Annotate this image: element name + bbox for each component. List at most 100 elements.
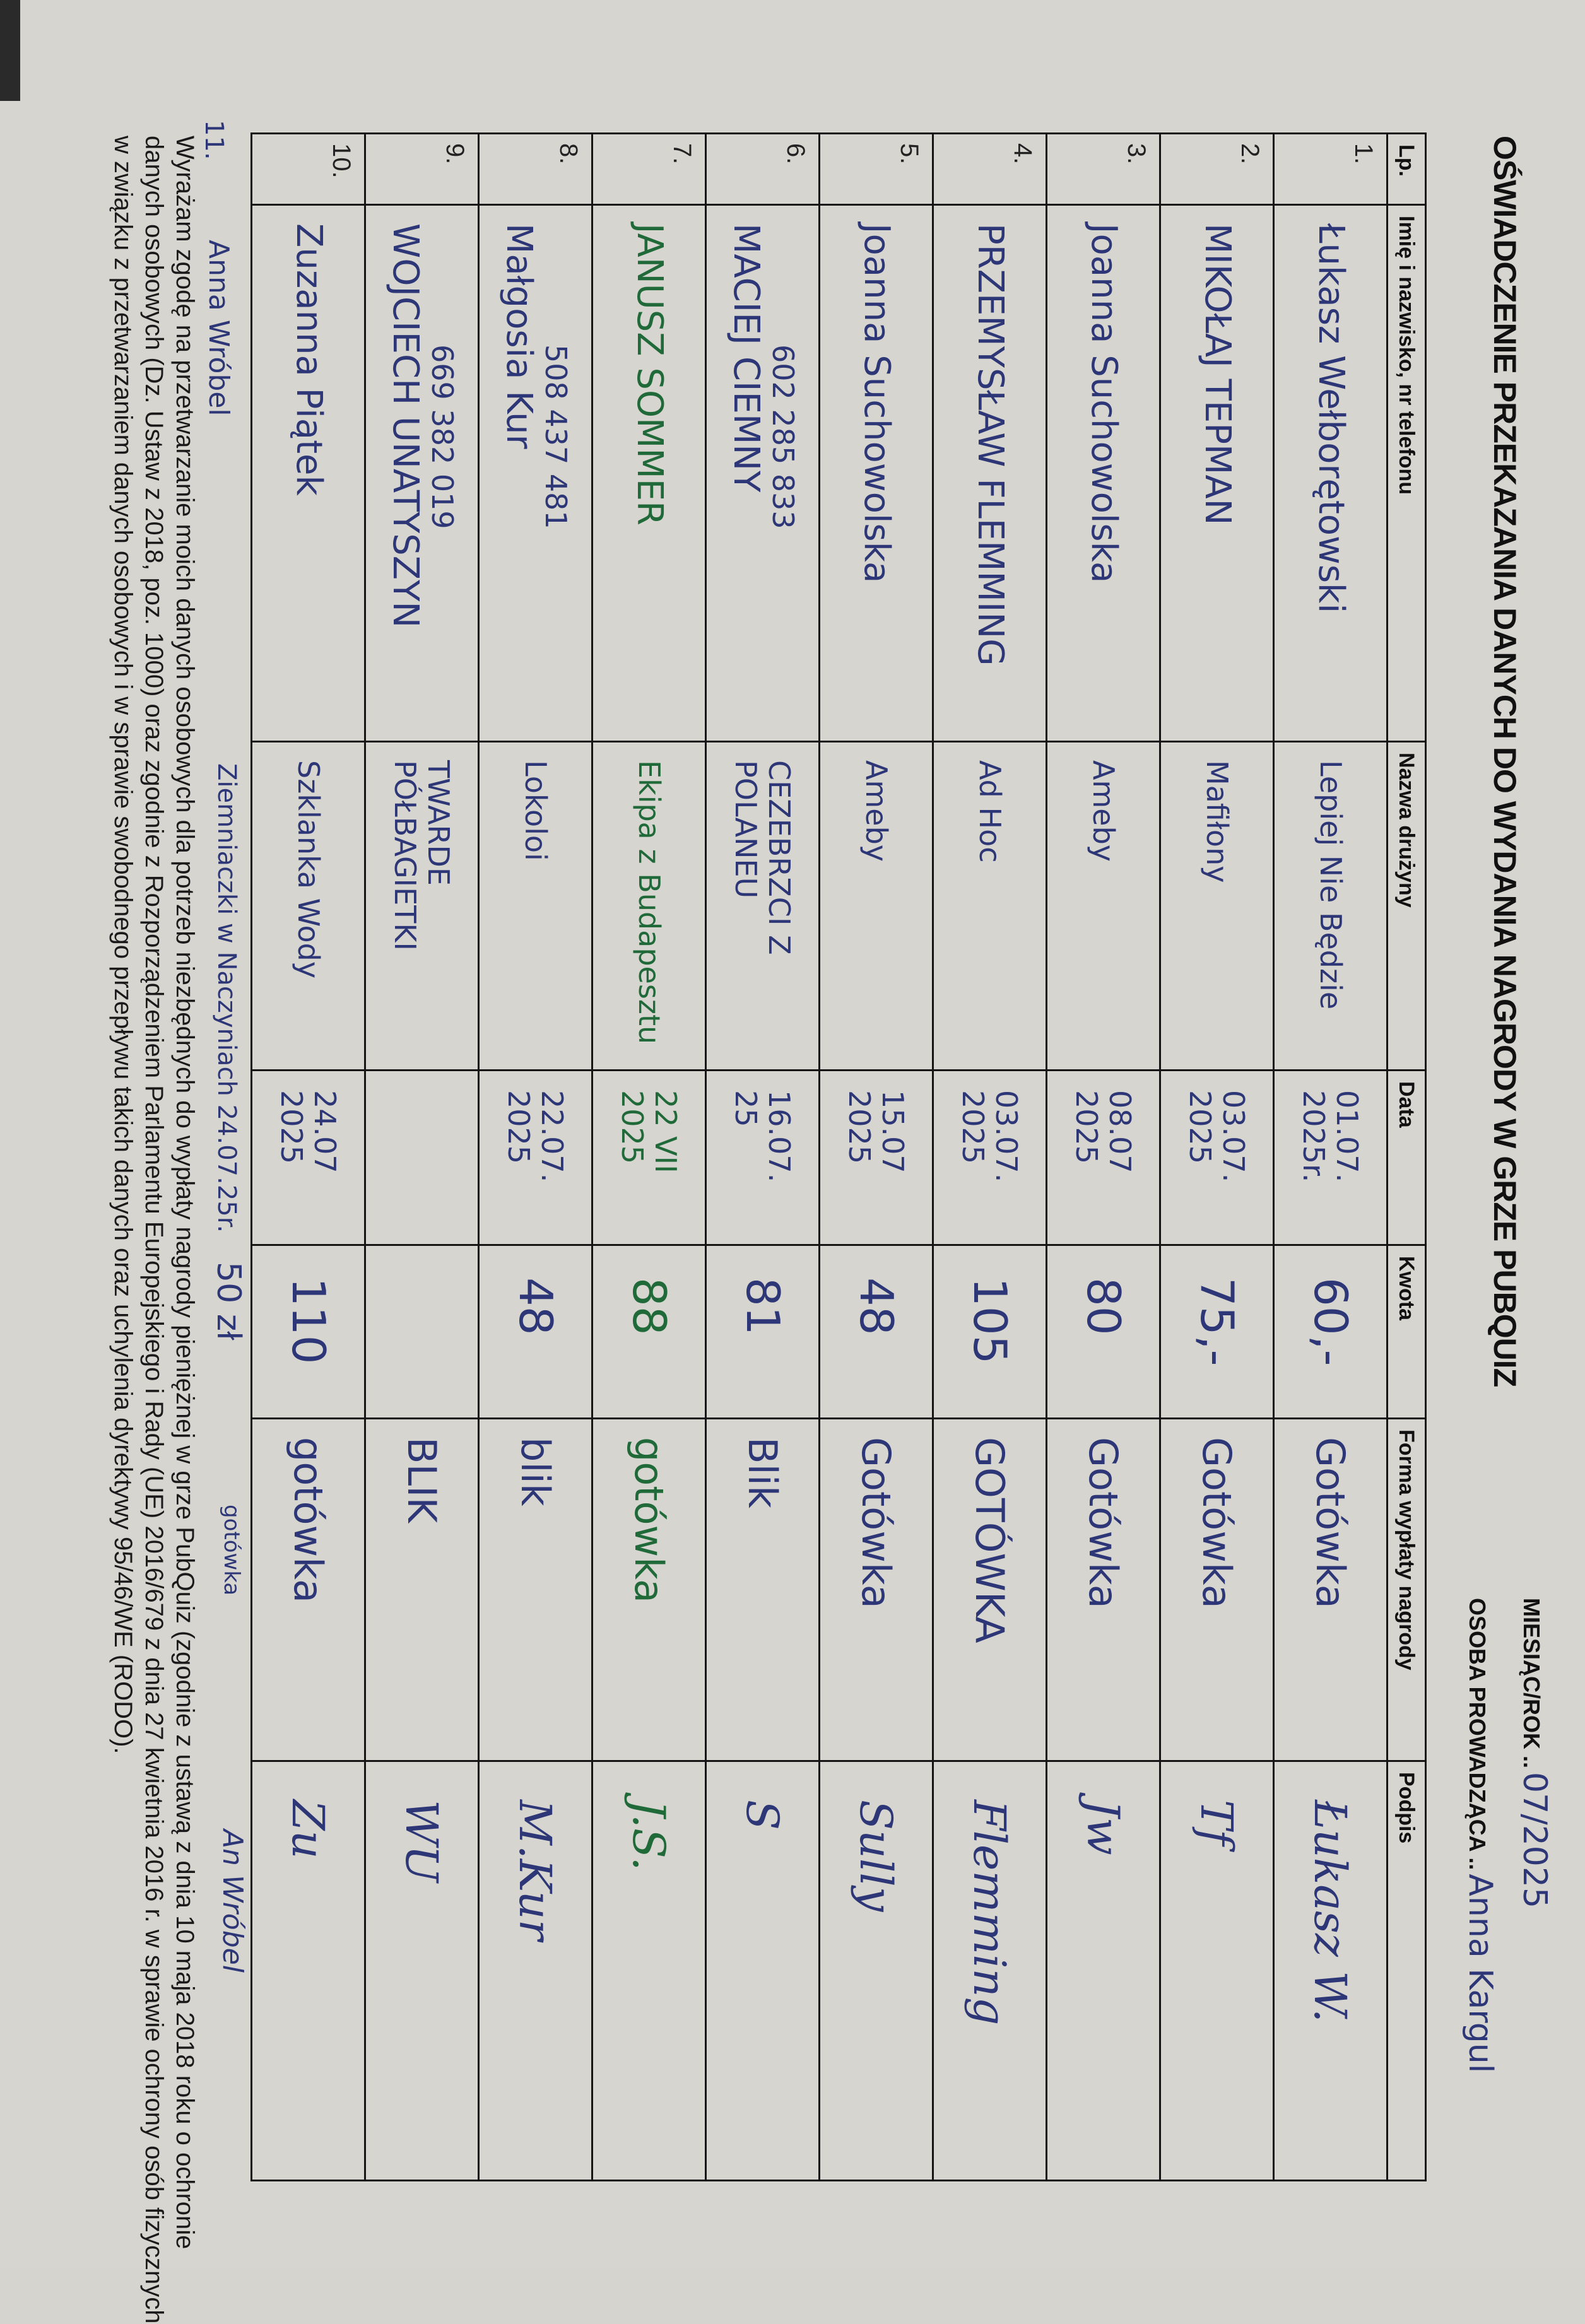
consent-line: Wyrażam zgodę na przetwarzanie moich dan… <box>171 136 199 2250</box>
cell-date: 03.07. 2025 <box>1160 1070 1274 1245</box>
cell-date: 16.07. 25 <box>705 1070 820 1245</box>
month-year-field: MIESIĄC/ROK .. 07/2025 <box>1516 1598 1553 1908</box>
row-number: 10. <box>327 143 355 179</box>
cell-name-phone: JANUSZ SOMMER <box>592 204 706 742</box>
cell-team: Lokoloi <box>478 741 592 1071</box>
payout-method: gotówka <box>285 1437 332 1604</box>
person-name: Joanna Suchowolska <box>856 223 897 584</box>
team-name: Ekipa z Budapesztu <box>632 760 666 1045</box>
cell-amount: 48 <box>478 1245 592 1419</box>
cell-amount: 60,- <box>1273 1245 1388 1419</box>
cell-date: 22.07. 2025 <box>478 1070 592 1245</box>
table-row: 2. MIKOŁAJ TEPMAN Mafiłony 03.07. 2025 75,- G… <box>1160 133 1274 2181</box>
cell-amount: 88 <box>592 1245 706 1419</box>
date: 15.07 2025 <box>842 1090 910 1173</box>
row-number: 4. <box>1009 143 1037 165</box>
amount: 75,- <box>1190 1277 1244 1366</box>
signature: Łukasz W. <box>1304 1800 1357 2023</box>
person-name: Małgosia Kur <box>498 223 540 449</box>
consent-line: w związku z przetwarzaniem danych osobow… <box>109 136 137 1754</box>
date: 16.07. 25 <box>729 1090 797 1183</box>
phone-number: 508 437 481 <box>539 344 574 529</box>
cell-amount: 80 <box>1046 1245 1160 1419</box>
header-signature: Podpis <box>1387 1761 1426 2181</box>
cell-signature: J.S. <box>592 1761 706 2181</box>
amount: 60,- <box>1304 1277 1357 1366</box>
cell-lp: 2. <box>1160 133 1274 205</box>
signature: Flemming <box>963 1800 1016 2026</box>
table-header-row: Lp. Imię i nazwisko, nr telefonu Nazwa d… <box>1387 133 1426 2181</box>
phone-number: 669 382 019 <box>425 344 460 529</box>
cell-lp: 6. <box>705 133 820 205</box>
extra-entry-payout: gotówka <box>219 1505 244 1596</box>
table-row: 8. 508 437 481 Małgosia Kur Lokoloi 22.07. 2… <box>478 133 592 2181</box>
signature: S <box>736 1800 789 1830</box>
table-row: 4. PRZEMYSŁAW FLEMMING Ad Hoc 03.07. 2025 10… <box>933 133 1047 2181</box>
team-name: Ad Hoc <box>972 760 1007 863</box>
phone-number: 602 285 833 <box>766 344 801 529</box>
payout-method: Blik <box>739 1437 786 1508</box>
extra-entry-signature: An Wróbel <box>216 1829 249 1973</box>
person-name: MACIEJ CIEMNY <box>726 223 767 493</box>
team-name: Lokoloi <box>518 760 553 861</box>
cell-date: 01.07. 2025r. <box>1273 1070 1388 1245</box>
cell-team: Lepiej Nie Będzie <box>1273 741 1388 1071</box>
team-name: Lepiej Nie Będzie <box>1313 760 1348 1010</box>
extra-entry-lp: 11. <box>199 120 228 160</box>
header-date: Data <box>1387 1070 1426 1245</box>
date: 03.07. 2025 <box>1183 1090 1251 1183</box>
cell-payout: Gotówka <box>1046 1418 1160 1761</box>
person-name: WOJCIECH UNATYSZYN <box>385 223 427 628</box>
header-name-phone: Imię i nazwisko, nr telefonu <box>1387 204 1426 742</box>
table-row: 9. 669 382 019 WOJCIECH UNATYSZYN TWARDE PÓ… <box>365 133 479 2181</box>
signature: M.Kur <box>509 1800 562 1941</box>
cell-lp: 3. <box>1046 133 1160 205</box>
payout-method: blik <box>512 1437 559 1506</box>
amount: 80 <box>1076 1277 1130 1335</box>
cell-amount <box>365 1245 479 1419</box>
cell-team: Ameby <box>1046 741 1160 1071</box>
cell-signature: S <box>705 1761 820 2181</box>
cell-payout: Blik <box>705 1418 820 1761</box>
payout-method: Gotówka <box>1080 1437 1127 1609</box>
cell-payout: Gotówka <box>1160 1418 1274 1761</box>
consent-text: Wyrażam zgodę na przetwarzanie moich dan… <box>107 136 200 2324</box>
host-value: Anna Kargul <box>1461 1874 1499 2074</box>
cell-amount: 48 <box>819 1245 933 1419</box>
cell-signature: Flemming <box>933 1761 1047 2181</box>
cell-name-phone: Joanna Suchowolska <box>819 204 933 742</box>
cell-payout: GOTÓWKA <box>933 1418 1047 1761</box>
row-number: 7. <box>668 143 696 165</box>
date: 08.07 2025 <box>1069 1090 1138 1173</box>
cell-lp: 1. <box>1273 133 1388 205</box>
signature: J.S. <box>623 1800 675 1871</box>
person-name: PRZEMYSŁAW FLEMMING <box>969 223 1011 666</box>
row-number: 9. <box>441 143 469 165</box>
payout-method: BLIK <box>399 1437 445 1523</box>
cell-signature: WU <box>365 1761 479 2181</box>
cell-signature: Zu <box>251 1761 365 2181</box>
team-name: TWARDE PÓŁBAGIETKI <box>388 760 456 951</box>
signature: WU <box>396 1800 448 1882</box>
signature: Zu <box>282 1800 334 1859</box>
cell-date: 08.07 2025 <box>1046 1070 1160 1245</box>
header-team: Nazwa drużyny <box>1387 741 1426 1071</box>
amount: 105 <box>963 1277 1016 1364</box>
date: 01.07. 2025r. <box>1297 1090 1365 1183</box>
paper-edge-shadow <box>0 0 20 101</box>
cell-team: Szklanka Wody <box>251 741 365 1071</box>
cell-signature: M.Kur <box>478 1761 592 2181</box>
cell-date: 03.07. 2025 <box>933 1070 1047 1245</box>
person-name: Łukasz Wełborętowski <box>1310 223 1352 614</box>
cell-amount: 105 <box>933 1245 1047 1419</box>
cell-amount: 110 <box>251 1245 365 1419</box>
cell-team: Mafiłony <box>1160 741 1274 1071</box>
person-name: MIKOŁAJ TEPMAN <box>1196 223 1238 525</box>
cell-team: TWARDE PÓŁBAGIETKI <box>365 741 479 1071</box>
cell-name-phone: 602 285 833 MACIEJ CIEMNY <box>705 204 820 742</box>
amount: 81 <box>736 1277 789 1335</box>
table-row: 3. Joanna Suchowolska Ameby 08.07 2025 80 Got… <box>1046 133 1160 2181</box>
table-row: 10. Zuzanna Piątek Szklanka Wody 24.07 2025… <box>251 133 365 2181</box>
page-title: OŚWIADCZENIE PRZEKAZANIA DANYCH DO WYDAN… <box>1487 136 1523 1387</box>
payout-method: GOTÓWKA <box>967 1437 1013 1643</box>
